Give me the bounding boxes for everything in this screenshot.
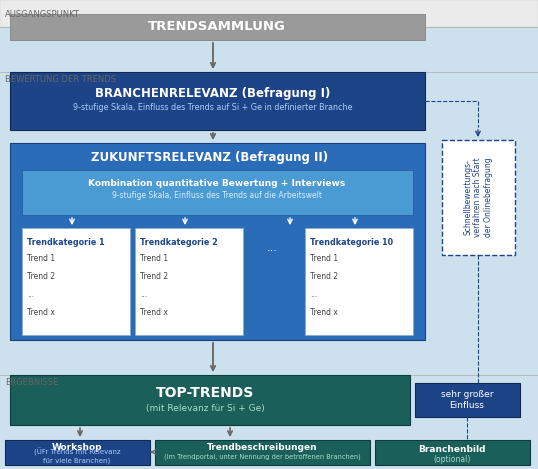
- Bar: [0, 0, 538, 27]
- Text: Branchenbild: Branchenbild: [418, 445, 486, 454]
- Text: Trend 1: Trend 1: [140, 254, 168, 263]
- Text: Trendkategorie 10: Trendkategorie 10: [310, 238, 393, 247]
- Text: (optional): (optional): [433, 454, 471, 463]
- Bar: [155, 440, 370, 465]
- Text: BEWERTUNG DER TRENDS: BEWERTUNG DER TRENDS: [5, 75, 116, 84]
- Text: Trend x: Trend x: [27, 308, 55, 317]
- Bar: [22, 170, 413, 215]
- Bar: [10, 72, 425, 130]
- Text: BRANCHENRELEVANZ (Befragung I): BRANCHENRELEVANZ (Befragung I): [95, 88, 331, 100]
- Text: 9-stufige Skala, Einfluss des Trends auf Si + Ge in definierter Branche: 9-stufige Skala, Einfluss des Trends auf…: [73, 104, 353, 113]
- Text: Trendkategorie 2: Trendkategorie 2: [140, 238, 218, 247]
- Bar: [135, 228, 243, 335]
- Text: sehr großer
Einfluss: sehr großer Einfluss: [441, 390, 493, 410]
- Text: 9-stufige Skala, Einfluss des Trends auf die Arbeitswelt: 9-stufige Skala, Einfluss des Trends auf…: [112, 191, 322, 201]
- Text: (mit Relevanz für Si + Ge): (mit Relevanz für Si + Ge): [146, 404, 264, 414]
- Bar: [10, 375, 410, 425]
- Text: Trend 1: Trend 1: [310, 254, 338, 263]
- Text: Trend 1: Trend 1: [27, 254, 55, 263]
- Text: (ÜFr Trends mit Relevanz
für viele Branchen): (ÜFr Trends mit Relevanz für viele Branc…: [34, 448, 121, 464]
- Bar: [22, 228, 130, 335]
- Text: AUSGANGSPUNKT: AUSGANGSPUNKT: [5, 10, 80, 19]
- Bar: [442, 140, 515, 255]
- Text: ...: ...: [140, 290, 147, 299]
- Text: ZUKUNFTSRELEVANZ (Befragung II): ZUKUNFTSRELEVANZ (Befragung II): [91, 151, 329, 165]
- Text: ERGEBNISSE: ERGEBNISSE: [5, 378, 59, 387]
- Text: TOP-TRENDS: TOP-TRENDS: [156, 386, 254, 400]
- Bar: [375, 440, 530, 465]
- Text: (im Trendportal, unter Nennung der betroffenen Branchen): (im Trendportal, unter Nennung der betro…: [164, 454, 360, 460]
- Text: Trend 2: Trend 2: [140, 272, 168, 281]
- Text: Trendbeschreibungen: Trendbeschreibungen: [207, 442, 317, 452]
- Bar: [415, 383, 520, 417]
- Bar: [5, 440, 150, 465]
- Text: Trend 2: Trend 2: [310, 272, 338, 281]
- Bar: [10, 14, 425, 40]
- Text: ...: ...: [27, 290, 34, 299]
- Text: TRENDSAMMLUNG: TRENDSAMMLUNG: [148, 21, 286, 33]
- Text: Workshop: Workshop: [52, 442, 102, 452]
- Text: Kombination quantitative Bewertung + Interviews: Kombination quantitative Bewertung + Int…: [88, 179, 345, 188]
- Bar: [305, 228, 413, 335]
- Text: Trend 2: Trend 2: [27, 272, 55, 281]
- Text: ...: ...: [266, 243, 278, 253]
- Text: Trend x: Trend x: [140, 308, 168, 317]
- Text: Trendkategorie 1: Trendkategorie 1: [27, 238, 104, 247]
- Text: Schnellbewertungs-
verfahren nach Start
der Onlinebefragung: Schnellbewertungs- verfahren nach Start …: [463, 158, 493, 237]
- Text: Trend x: Trend x: [310, 308, 338, 317]
- Text: ...: ...: [310, 290, 317, 299]
- Bar: [10, 143, 425, 340]
